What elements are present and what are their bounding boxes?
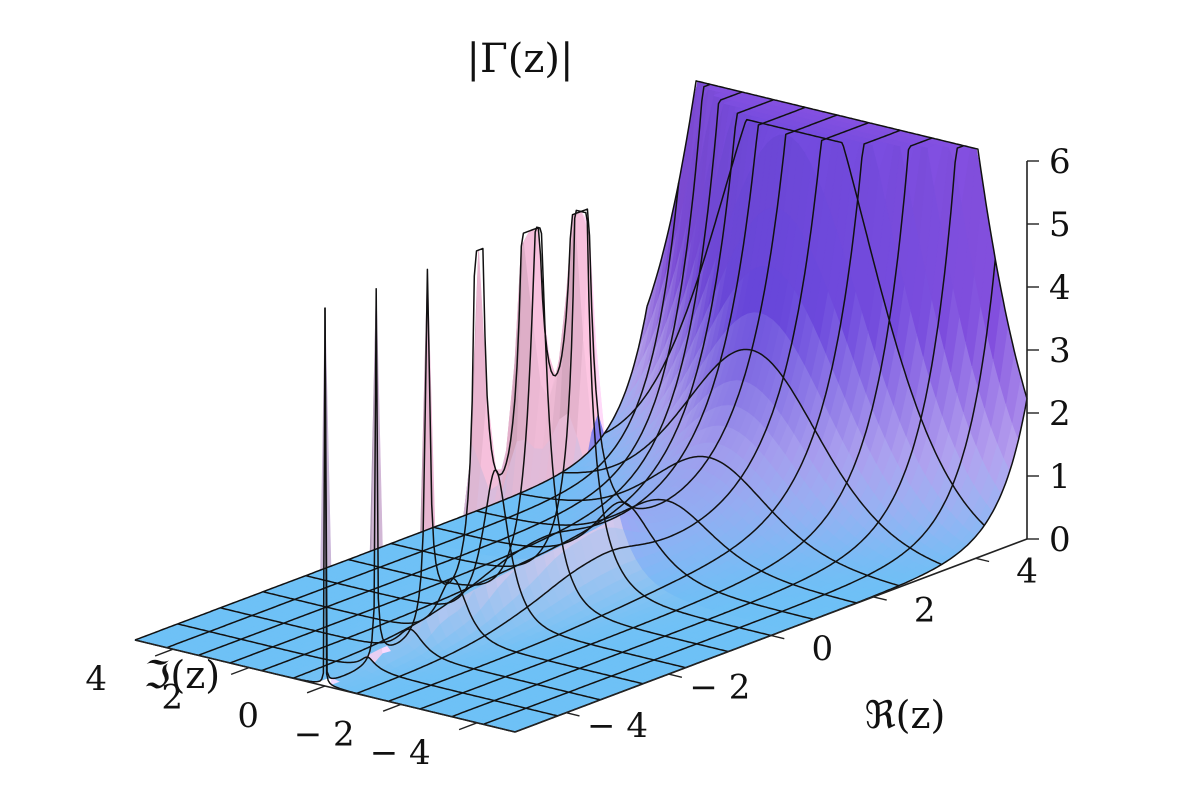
y-axis-label: ℑ(z) [144, 653, 220, 697]
y-tick-label: − 2 [294, 714, 355, 754]
z-tick-label: 2 [1049, 394, 1071, 434]
z-tick-label: 3 [1049, 331, 1071, 371]
x-tick-mark [770, 634, 785, 640]
z-tick-label: 5 [1049, 205, 1071, 245]
y-tick-label: 0 [237, 696, 259, 736]
y-tick-mark [306, 685, 326, 694]
x-tick-label: 2 [914, 590, 936, 630]
x-axis-label: ℜ(z) [865, 693, 946, 737]
x-tick-label: − 4 [587, 706, 648, 746]
y-tick-label: 4 [85, 659, 107, 699]
x-tick-label: 0 [811, 629, 833, 669]
z-tick-label: 1 [1049, 457, 1071, 497]
y-tick-mark [382, 703, 402, 712]
x-tick-mark [975, 557, 990, 563]
y-tick-mark [230, 666, 250, 676]
x-tick-mark [566, 712, 580, 717]
y-tick-label: − 4 [370, 733, 431, 773]
y-tick-mark [458, 722, 478, 731]
chart-title: |Γ(z)| [467, 36, 574, 82]
surface [133, 80, 1028, 733]
z-tick-label: 4 [1049, 268, 1071, 308]
x-tick-mark [873, 596, 887, 601]
x-tick-label: 4 [1016, 552, 1038, 592]
z-tick-label: 6 [1049, 142, 1071, 182]
x-tick-mark [668, 673, 683, 678]
x-tick-label: − 2 [689, 668, 750, 708]
z-tick-label: 0 [1049, 520, 1071, 560]
